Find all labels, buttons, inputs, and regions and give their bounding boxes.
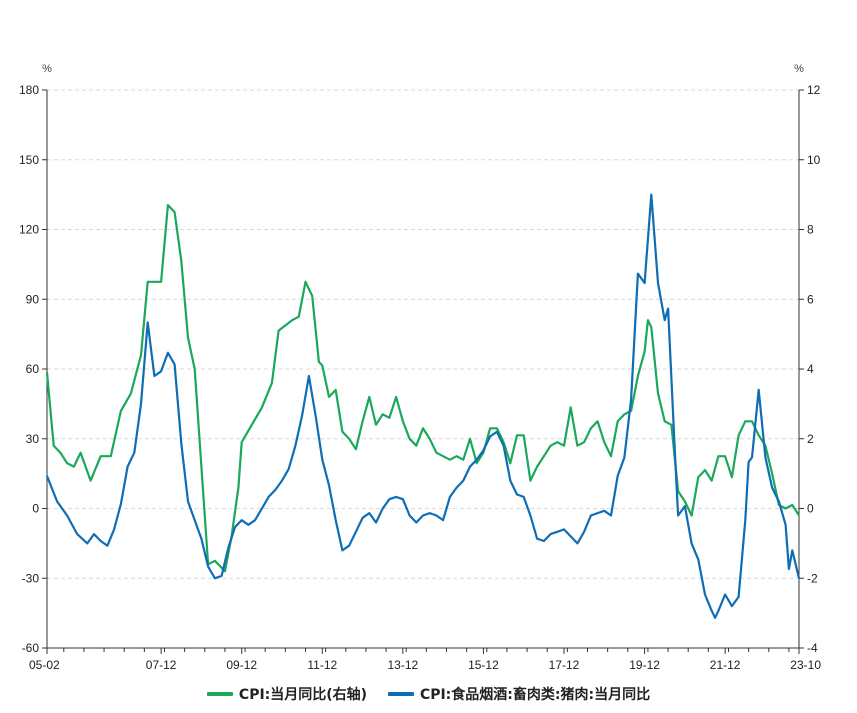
right-tick-label: 2	[807, 432, 814, 446]
left-tick-label: 120	[19, 223, 39, 237]
series-line-pork	[45, 193, 801, 619]
left-tick-label: 180	[19, 83, 39, 97]
x-tick-label: 11-12	[307, 658, 337, 672]
left-tick-label: 30	[26, 432, 40, 446]
x-tick-label: 19-12	[629, 658, 660, 672]
right-axis-unit: %	[794, 63, 804, 75]
x-tick-label: 17-12	[549, 658, 580, 672]
legend-swatch-cpi	[206, 692, 233, 696]
x-tick-label: 21-12	[710, 658, 741, 672]
x-tick-label: 23-10	[790, 658, 821, 672]
left-tick-label: 150	[19, 153, 39, 167]
left-tick-label: -30	[22, 571, 40, 585]
x-tick-label: 09-12	[226, 658, 257, 672]
legend-label-pork: CPI:食品烟酒:畜肉类:猪肉:当月同比	[419, 687, 651, 703]
x-tick-label: 15-12	[468, 658, 499, 672]
right-tick-label: 8	[807, 223, 814, 237]
right-tick-label: 10	[807, 153, 821, 167]
left-tick-label: 0	[32, 502, 39, 516]
right-tick-label: 12	[807, 83, 821, 97]
right-tick-label: -2	[807, 571, 818, 585]
x-tick-label: 13-12	[388, 658, 419, 672]
axes: 180 150 120 90 60 30 0 -30 -60 12 10 8 6 4 2 0 -2 -4 05-02…	[19, 83, 821, 672]
right-tick-label: 6	[807, 292, 814, 306]
right-tick-label: 4	[807, 362, 814, 376]
legend-item-cpi: CPI:当月同比(右轴)	[206, 684, 368, 704]
left-tick-label: 90	[26, 292, 40, 306]
chart-legend: CPI:当月同比(右轴) CPI:食品烟酒:畜肉类:猪肉:当月同比	[0, 684, 857, 704]
left-tick-label: 60	[26, 362, 40, 376]
series-line-cpi	[45, 204, 800, 573]
dual-axis-line-chart: 180 150 120 90 60 30 0 -30 -60 12 10 8 6 4 2 0 -2 -4 05-02…	[19, 63, 821, 672]
series-lines	[45, 193, 801, 619]
x-tick-label: 07-12	[146, 658, 177, 672]
legend-swatch-pork	[387, 692, 414, 696]
legend-label-cpi: CPI:当月同比(右轴)	[238, 687, 368, 703]
left-tick-label: -60	[22, 641, 40, 655]
legend-item-pork: CPI:食品烟酒:畜肉类:猪肉:当月同比	[387, 684, 651, 704]
right-tick-label: -4	[807, 641, 818, 655]
x-tick-label: 05-02	[29, 658, 60, 672]
left-axis-unit: %	[42, 63, 52, 75]
right-tick-label: 0	[807, 502, 814, 516]
